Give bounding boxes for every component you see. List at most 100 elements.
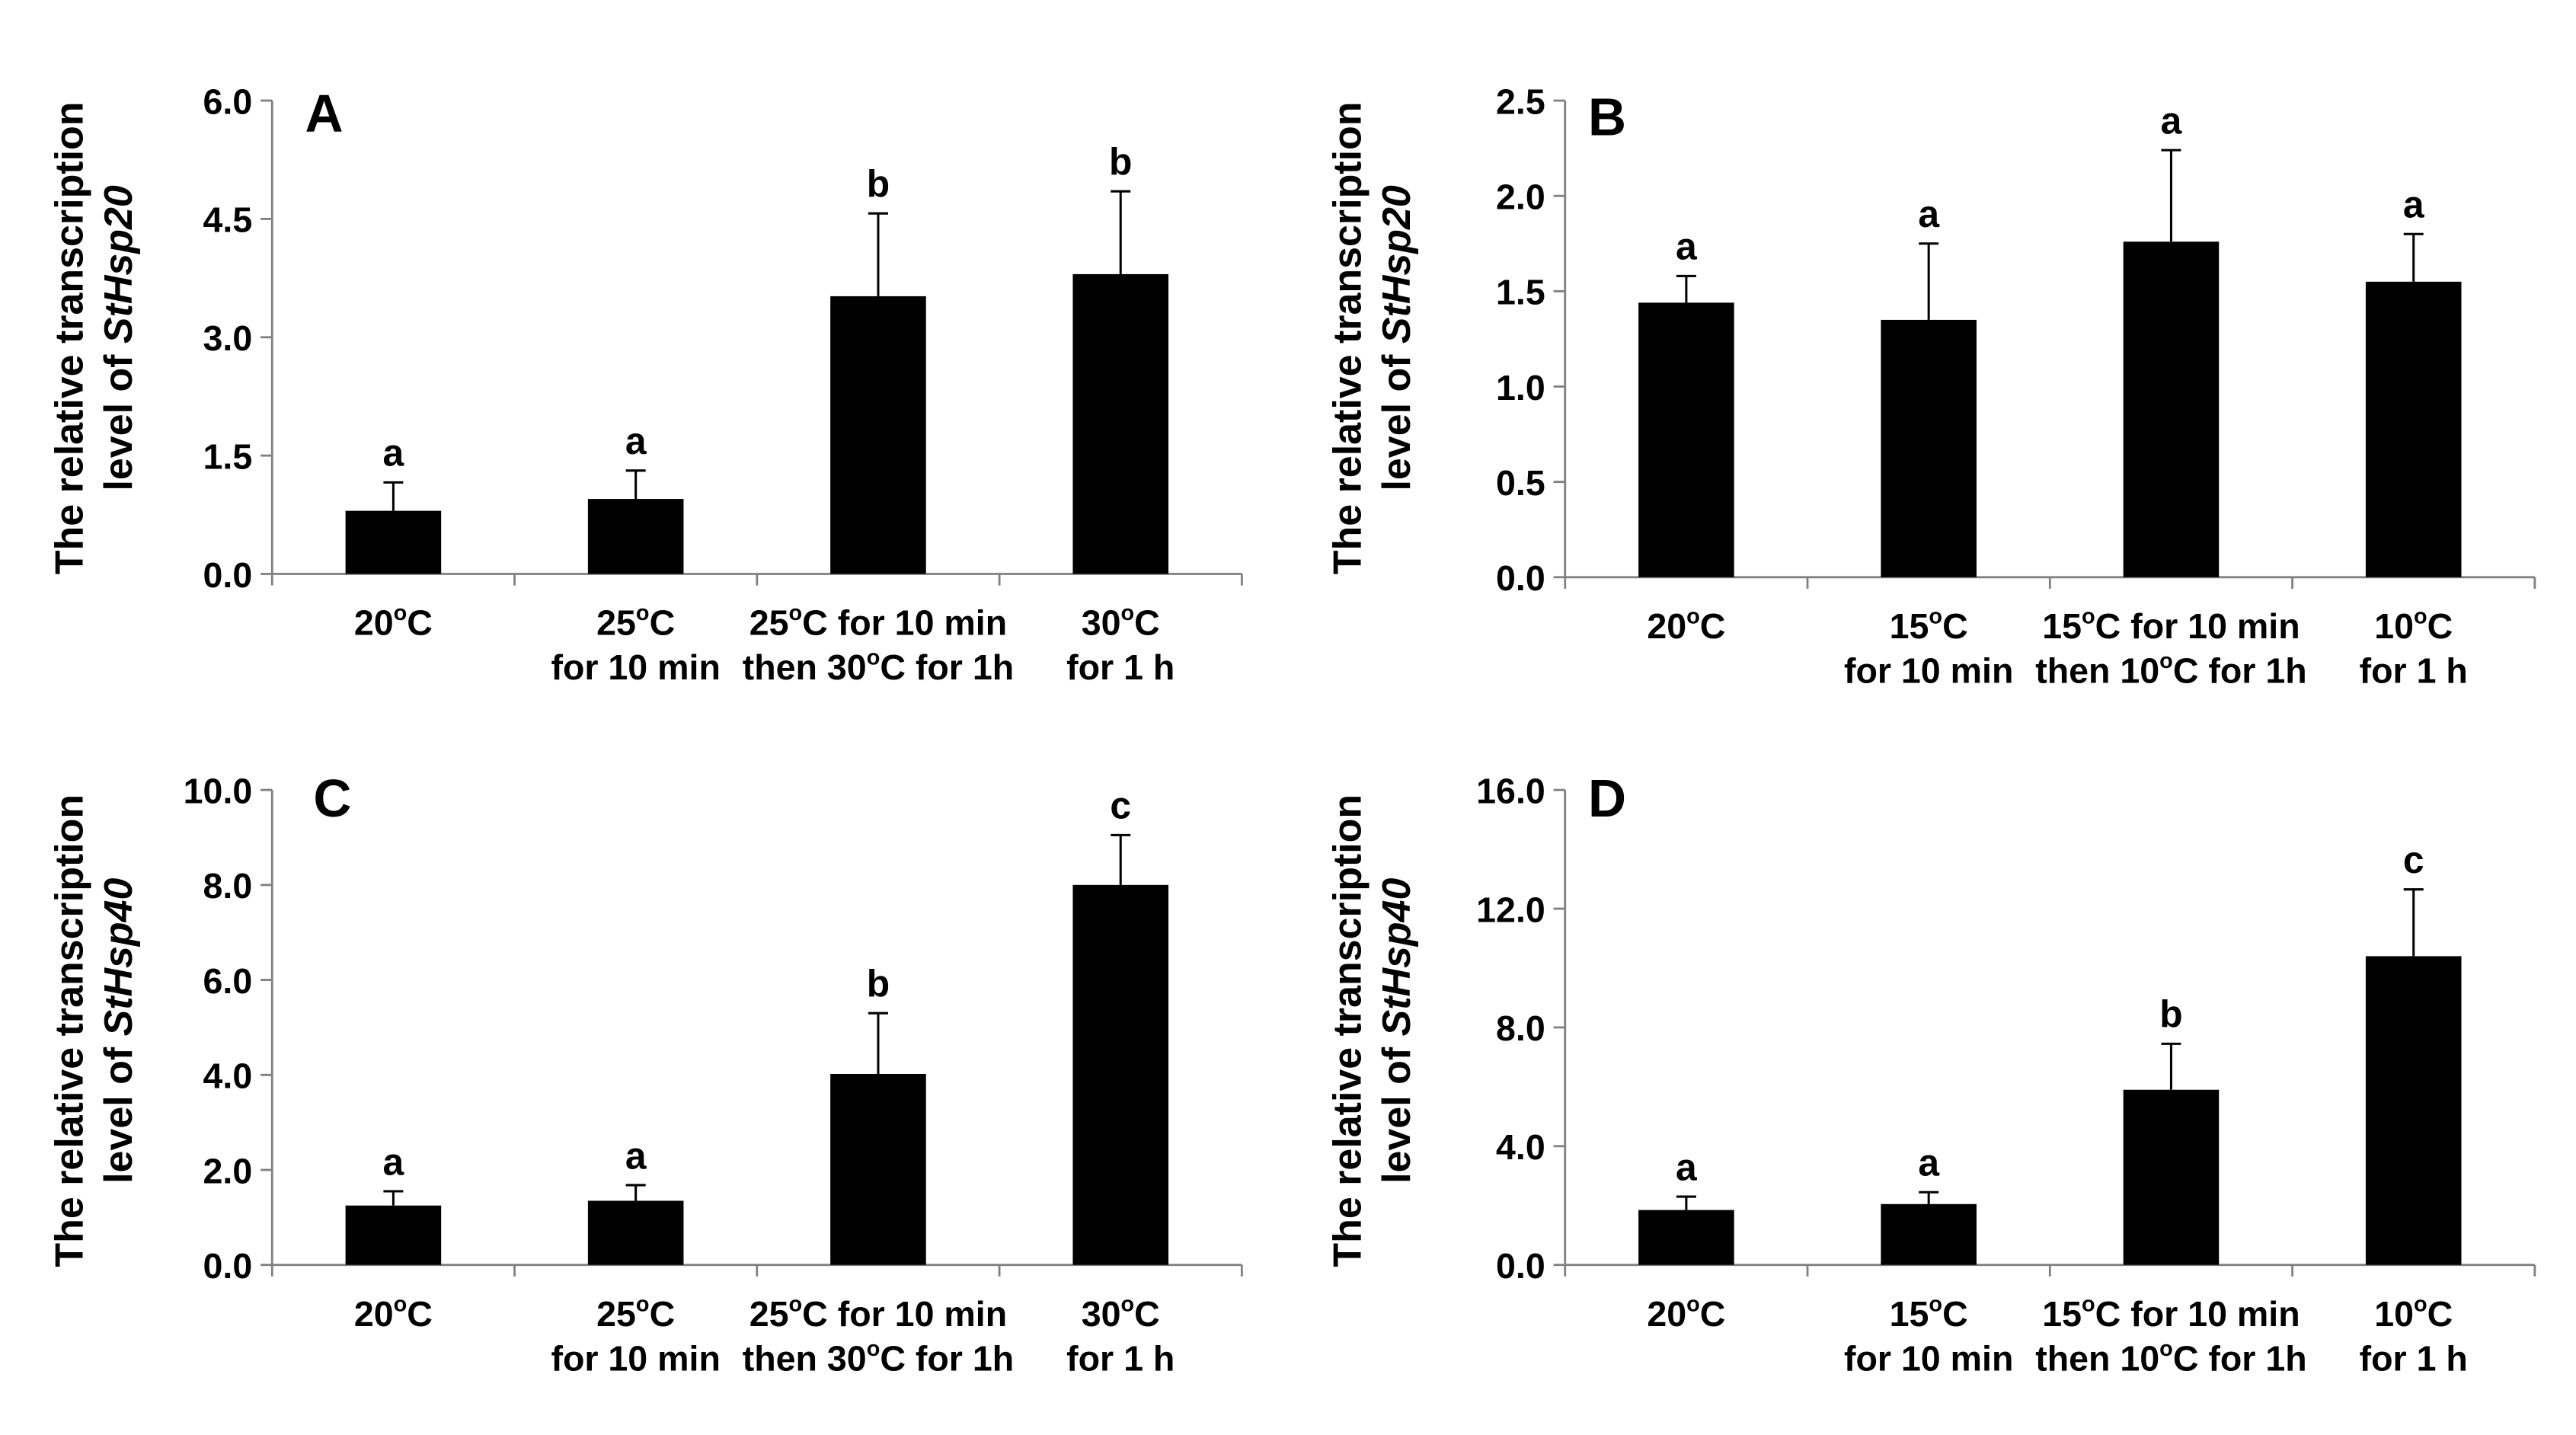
x-tick-label-text: 30 [1082,1294,1121,1334]
degree-superscript: o [636,601,650,625]
y-tick-label: 2.5 [1496,81,1545,121]
degree-superscript: o [789,1292,803,1316]
x-tick-label: 20oC [354,601,433,642]
x-tick-label: for 10 min [551,1338,720,1378]
significance-label: b [867,963,890,1005]
x-tick-label: 15oC for 10 min [2042,1292,2300,1333]
bar [2123,241,2220,577]
y-tick-label: 6.0 [203,81,253,121]
significance-label: c [2403,839,2424,881]
bar [345,1205,442,1265]
y-tick-label: 4.0 [203,1056,253,1096]
panel-label: D [1588,769,1626,828]
x-tick-label: 20oC [1647,1292,1725,1333]
y-axis-label-gene: StHsp40 [1375,877,1419,1036]
x-tick-label-text: C for 1h [880,647,1014,687]
x-tick-label: then 10oC for 1h [2035,1337,2306,1378]
significance-label: b [867,163,890,206]
x-tick-label-text: 15 [2042,606,2082,646]
bar [830,296,926,574]
y-axis-label-line1: The relative transcription [1325,101,1369,574]
y-tick-label: 3.0 [203,318,253,358]
bar [1638,1210,1734,1265]
y-tick-label: 4.5 [203,200,253,240]
y-axis-label: The relative transcription level of StHsp… [1325,794,1419,1267]
y-tick-label: 2.0 [203,1151,253,1191]
x-tick-label-text: 30 [1082,603,1121,643]
y-tick-label: 1.5 [1496,273,1545,312]
significance-label: a [1676,1146,1697,1188]
y-axis-label-line2: level of [97,1036,141,1183]
x-tick-label-text: C for 10 min [2095,606,2300,646]
x-tick-label-text: for 10 min [1844,650,2013,690]
degree-superscript: o [394,601,407,625]
degree-superscript: o [2159,649,2173,673]
y-axis-label-line1: The relative transcription [47,101,91,574]
y-tick-label: 0.5 [1496,463,1545,503]
significance-label: a [383,1140,404,1183]
x-tick-label-text: for 1 h [1066,647,1175,687]
x-tick-label: then 10oC for 1h [2035,649,2306,690]
panel-label: B [1588,88,1626,147]
bar [830,1074,926,1265]
y-tick-label: 8.0 [1496,1008,1545,1048]
x-tick-label-text: for 10 min [551,647,720,687]
x-tick-label: 15oC for 10 min [2042,604,2300,645]
x-tick-label-text: C [2427,606,2453,646]
y-tick-label: 1.5 [203,436,253,476]
bar [2123,1089,2220,1265]
y-axis-label-line2: level of [1375,344,1419,491]
x-tick-label: for 1 h [2360,650,2468,690]
bar [587,499,684,574]
x-tick-label-text: C [1942,1294,1968,1334]
degree-superscript: o [867,646,881,670]
x-tick-label: 25oC for 10 min [749,601,1007,642]
x-tick-label: 10oC [2374,604,2453,645]
degree-superscript: o [636,1292,650,1316]
significance-label: a [1918,1142,1939,1184]
x-tick-label-text: C for 10 min [2095,1294,2300,1334]
x-tick-label: 30oC [1082,601,1160,642]
panel-label: A [305,84,344,143]
degree-superscript: o [1929,604,1942,628]
x-tick-label: for 10 min [1844,650,2013,690]
significance-label: a [625,1134,647,1177]
x-tick-label: 10oC [2374,1292,2453,1333]
x-tick-label-text: C for 1h [2173,1338,2307,1378]
significance-label: b [1109,141,1132,184]
y-tick-label: 0.0 [1496,558,1545,598]
bar [1072,273,1169,574]
bar [1072,884,1169,1265]
y-tick-label: 0.0 [203,1246,253,1286]
x-tick-label-text: C for 10 min [802,1294,1007,1334]
panel-label: C [313,769,351,828]
x-tick-label-text: C [1134,1294,1160,1334]
x-tick-label-text: for 1 h [2360,1338,2468,1378]
bar [587,1200,684,1265]
y-axis-label-line2: level of [1375,1036,1419,1183]
degree-superscript: o [394,1292,407,1316]
x-tick-label-text: 20 [354,1294,394,1334]
x-tick-label: then 30oC for 1h [743,1337,1014,1378]
x-tick-label-text: 25 [749,1294,789,1334]
x-tick-label-text: 20 [354,603,394,643]
significance-label: a [625,420,647,462]
degree-superscript: o [2082,604,2095,628]
x-tick-label-text: 15 [1890,1294,1929,1334]
degree-superscript: o [1929,1292,1942,1316]
degree-superscript: o [2159,1337,2173,1361]
y-axis-label: The relative transcription level of StHsp… [47,101,141,574]
x-tick-label-text: 20 [1647,606,1686,646]
y-tick-label: 1.0 [1496,368,1545,407]
y-axis-label-gene: StHsp40 [97,877,141,1036]
y-axis-label: The relative transcription level of StHsp… [1325,101,1419,574]
bar [1881,1203,1977,1265]
x-tick-label-text: C for 10 min [802,603,1007,643]
x-tick-label: 25oC [596,601,675,642]
x-tick-label-text: C [650,603,676,643]
x-tick-label-text: then 10 [2035,650,2159,690]
y-tick-label: 8.0 [203,866,253,906]
degree-superscript: o [789,601,803,625]
